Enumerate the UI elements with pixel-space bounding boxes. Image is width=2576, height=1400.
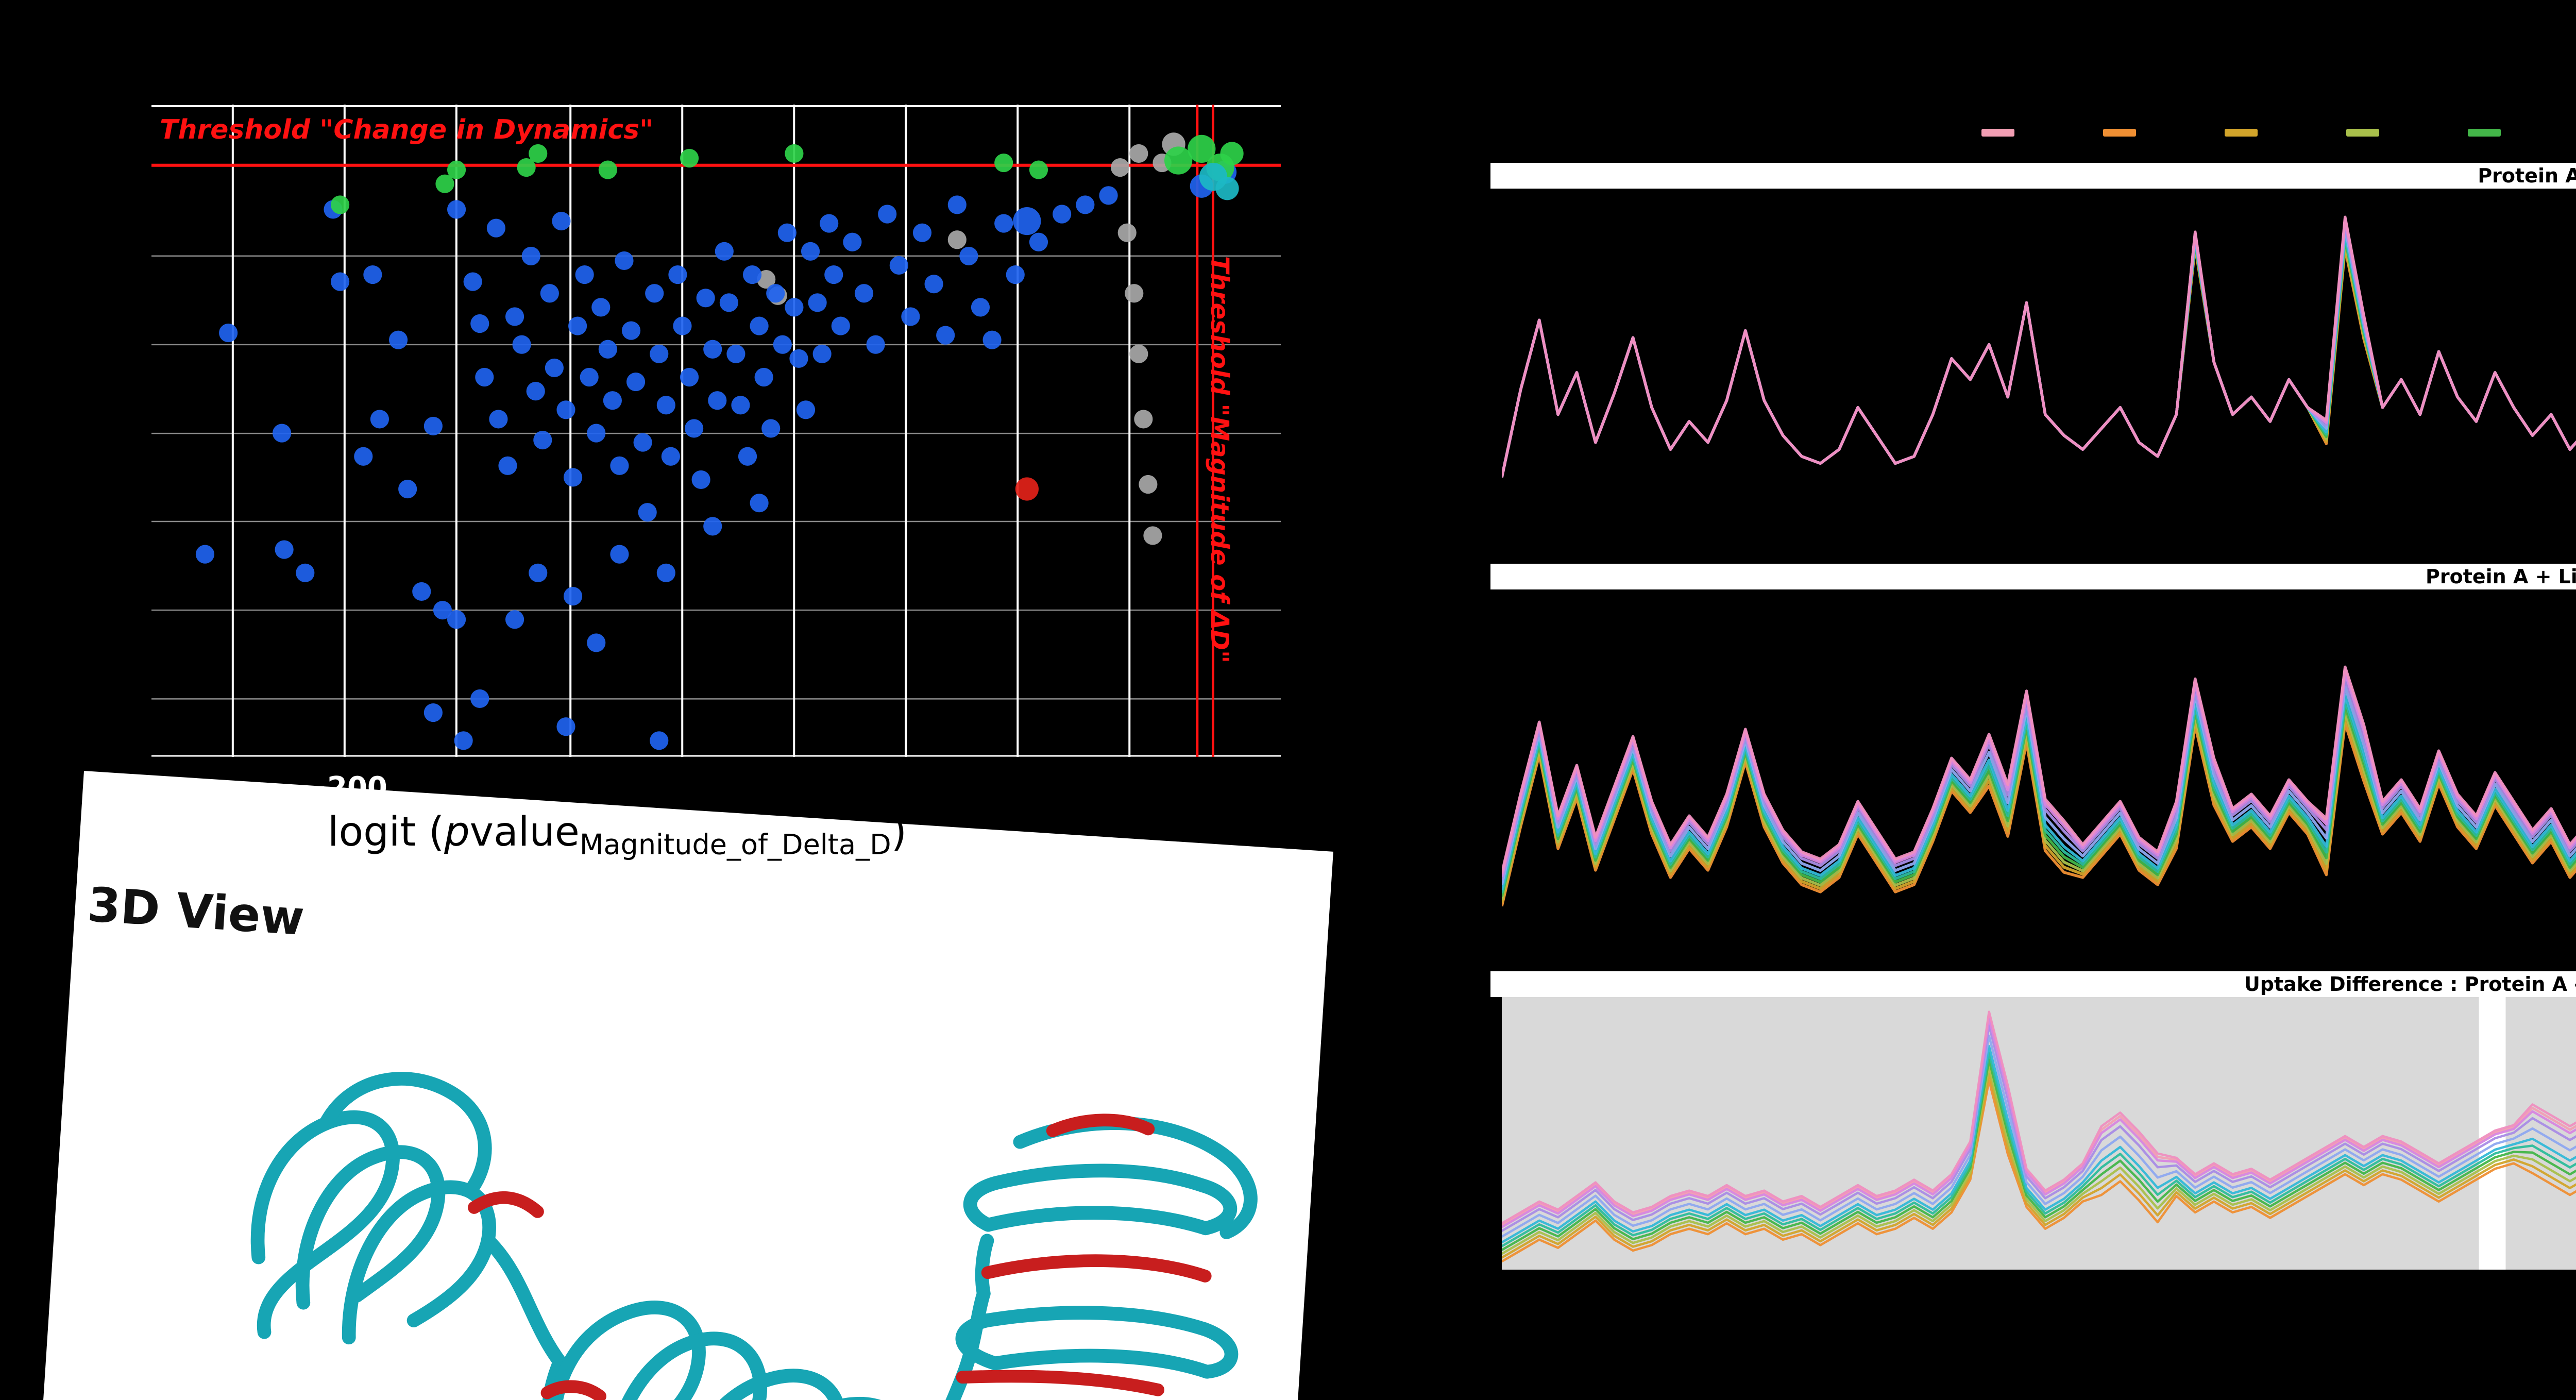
x-label-pre: logit ( (327, 809, 445, 855)
volcano-plot[interactable] (151, 105, 1281, 757)
chart-title-protein-a: Protein A (1490, 163, 2576, 189)
viewer-3d-panel[interactable]: 3D View (34, 771, 1333, 1400)
x-label-p: p (444, 809, 470, 855)
x-axis-label: logit (pvalueMagnitude_of_Delta_D) (205, 809, 1029, 861)
viewer-3d-title: 3D View (86, 877, 306, 947)
protein-ribbon-svg (250, 1072, 1258, 1400)
x-label-sub: Magnitude_of_Delta_D (579, 828, 891, 861)
uptake-chart-protein-a[interactable] (1500, 198, 2576, 547)
x-label-mid: value (469, 809, 580, 855)
timepoint-legend (1981, 129, 2576, 139)
legend-dash (1981, 129, 2014, 137)
uptake-chart-protein-a-ligand[interactable] (1500, 594, 2576, 955)
volcano-svg (151, 105, 1281, 757)
chart-title-uptake-difference: Uptake Difference : Protein A - (Protein… (1490, 971, 2576, 997)
uptake-difference-chart[interactable] (1501, 997, 2576, 1270)
threshold-dynamics-label: Threshold "Change in Dynamics" (160, 114, 654, 145)
legend-dash (2346, 129, 2379, 137)
scatter-points[interactable] (195, 132, 1244, 750)
x-label-post: ) (891, 809, 907, 855)
legend-dash (2468, 129, 2501, 137)
legend-dash (2225, 129, 2258, 137)
threshold-magnitude-label: Threshold "Magnitude of ΔD" (1205, 256, 1234, 663)
protein_a_ligand-svg (1500, 665, 2576, 907)
uptake_diff-svg (1501, 997, 2576, 1270)
protein-ribbon[interactable] (165, 949, 1314, 1400)
legend-dash (2103, 129, 2136, 137)
protein_a-svg (1500, 215, 2576, 478)
x-axis-tick: −200 (303, 771, 387, 804)
chart-title-protein-a-ligand: Protein A + Ligand (1490, 564, 2576, 589)
